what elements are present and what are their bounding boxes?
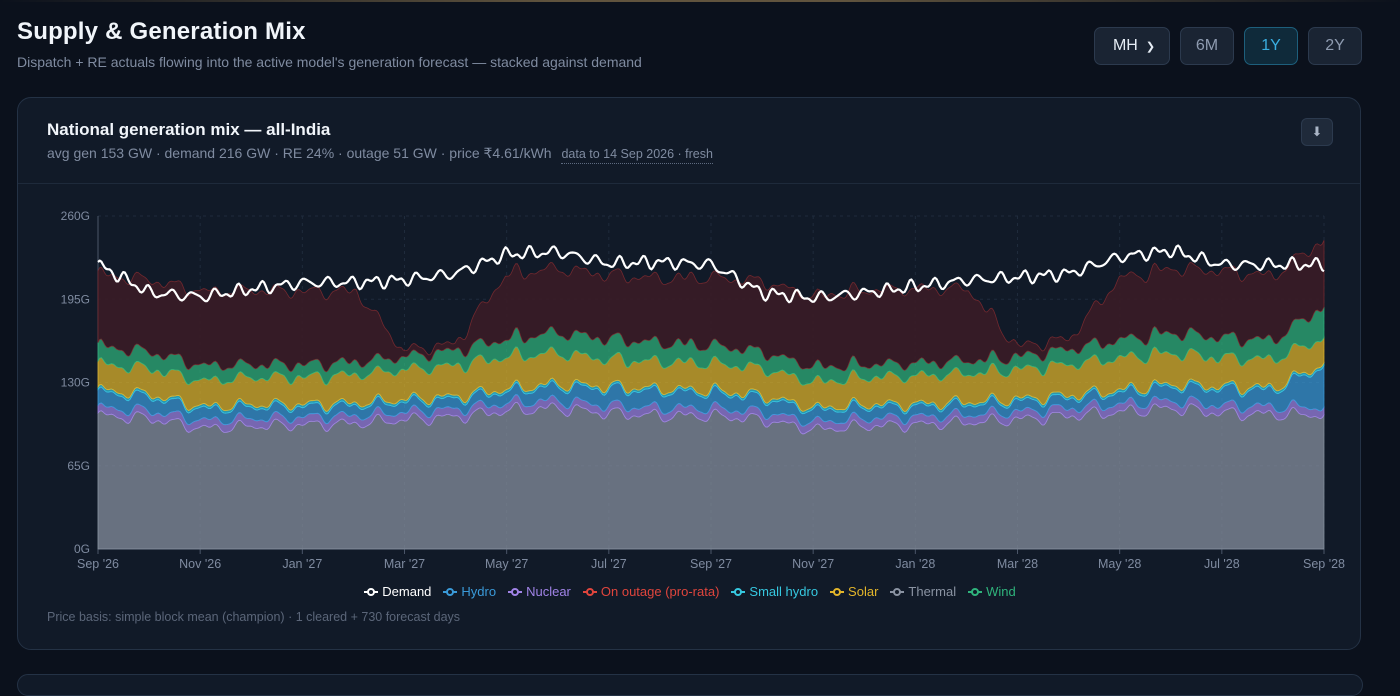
legend-label: Thermal [908,584,957,599]
y-tick-label: 130G [61,376,90,390]
legend-label: Small hydro [749,584,819,599]
chart-legend: Demand Hydro Nuclear On outage (pro-rata) Sm… [18,584,1362,599]
legend-marker-icon [968,587,983,597]
range-1y-button[interactable]: 1Y [1244,27,1298,65]
y-tick-label: 195G [61,292,90,306]
card-header: National generation mix — all-India avg … [18,98,1360,184]
download-icon: ⬇ [1311,124,1323,139]
y-tick-label: 0G [74,542,90,556]
legend-marker-icon [731,587,746,597]
area-series-on-outage-pro-rata [97,240,1325,373]
x-tick-label: Mar '27 [384,557,425,571]
legend-label: Hydro [461,584,497,599]
x-tick-label: Sep '28 [1303,557,1345,571]
region-select-value: MH [1112,37,1138,54]
card-stats: avg gen 153 GW · demand 216 GW · RE 24% … [47,145,713,164]
region-select[interactable]: MH ❯ [1094,27,1170,65]
legend-item[interactable]: On outage (pro-rata) [582,584,720,599]
page-title: Supply & Generation Mix [17,18,306,45]
y-tick-label: 260G [61,209,90,223]
legend-marker-icon [364,587,379,597]
legend-item[interactable]: Hydro [443,584,496,599]
top-accent-bar [0,0,1400,2]
range-6m-button[interactable]: 6M [1180,27,1234,65]
generation-mix-chart: 0G 65G 130G 195G 260G Sep '26 Nov '26 Jan '27 Ma… [61,209,1345,571]
card-title: National generation mix — all-India [47,120,331,139]
demand-line [97,244,1325,304]
x-tick-label: Nov '27 [792,557,834,571]
legend-label: Demand [382,584,432,599]
legend-marker-icon [830,587,845,597]
legend-marker-icon [443,587,458,597]
x-tick-label: Nov '26 [179,557,221,571]
freshness-badge[interactable]: data to 14 Sep 2026 · fresh [561,147,713,164]
legend-label: On outage (pro-rata) [600,584,720,599]
y-tick-label: 65G [67,459,90,473]
area-series-thermal [97,401,1325,550]
legend-item[interactable]: Nuclear [508,584,571,599]
x-tick-label: Jul '28 [1204,557,1240,571]
legend-marker-icon [508,587,523,597]
legend-marker-icon [890,587,905,597]
legend-item[interactable]: Thermal [890,584,956,599]
next-card [17,674,1363,696]
x-tick-label: Jan '27 [282,557,322,571]
x-tick-label: May '28 [1098,557,1141,571]
page-header: Supply & Generation Mix Dispatch + RE ac… [17,18,642,70]
x-tick-label: Sep '27 [690,557,732,571]
legend-label: Wind [986,584,1016,599]
legend-item[interactable]: Demand [364,584,431,599]
legend-item[interactable]: Wind [968,584,1016,599]
page-subtitle: Dispatch + RE actuals flowing into the a… [17,54,642,70]
chart-controls: MH ❯ 6M 1Y 2Y [1094,27,1362,65]
download-button[interactable]: ⬇ [1301,118,1333,146]
legend-marker-icon [582,587,597,597]
legend-item[interactable]: Small hydro [731,584,818,599]
x-tick-label: Sep '26 [77,557,119,571]
x-tick-label: May '27 [485,557,528,571]
legend-label: Nuclear [526,584,571,599]
range-2y-button[interactable]: 2Y [1308,27,1362,65]
x-tick-label: Jan '28 [895,557,935,571]
price-basis-note: Price basis: simple block mean (champion… [47,610,461,624]
legend-item[interactable]: Solar [830,584,878,599]
x-tick-label: Mar '28 [997,557,1038,571]
x-tick-label: Jul '27 [591,557,627,571]
generation-mix-card: National generation mix — all-India avg … [17,97,1361,650]
chevron-down-icon: ❯ [1145,40,1156,53]
summary-stats: avg gen 153 GW · demand 216 GW · RE 24% … [47,145,552,161]
legend-label: Solar [848,584,879,599]
